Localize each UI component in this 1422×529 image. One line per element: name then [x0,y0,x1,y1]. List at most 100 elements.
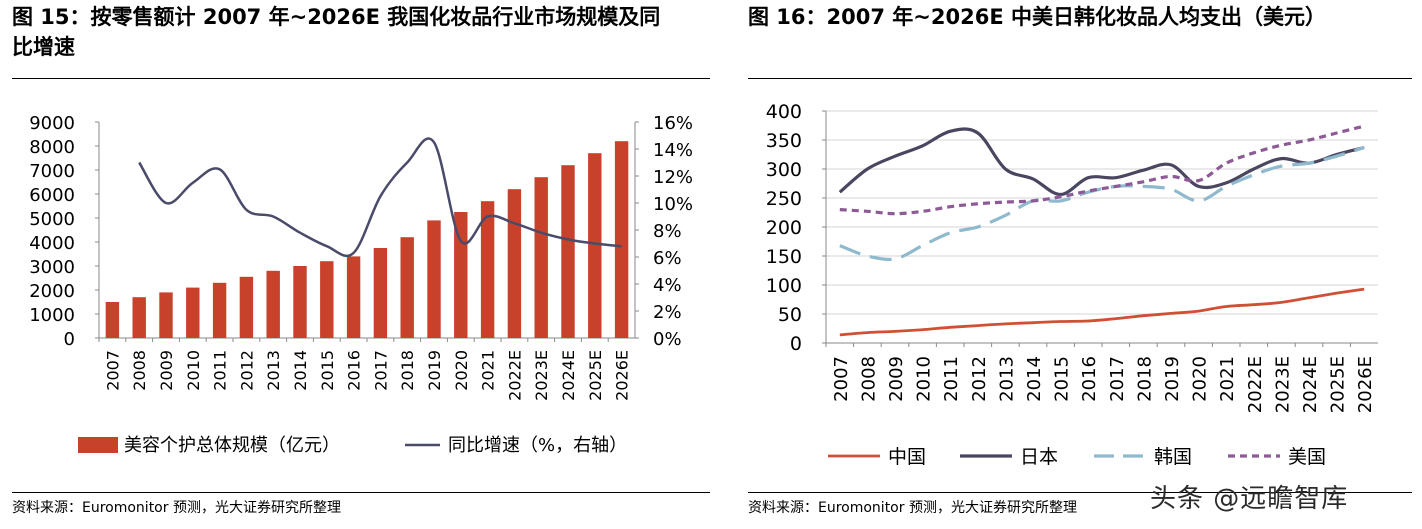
left-title-rule [12,78,710,79]
right-y-tick-label: 2% [653,302,682,323]
x-tick-label: 2020 [1190,356,1211,402]
left-chart-title: 图 15：按零售额计 2007 年~2026E 我国化妆品行业市场规模及同 比增… [12,2,712,62]
bar [293,266,307,338]
series-line-korea [839,145,1365,262]
left-chart-title-line2: 比增速 [12,35,75,59]
left-y-tick-label: 0 [64,329,75,350]
left-chart-title-line1: 图 15：按零售额计 2007 年~2026E 我国化妆品行业市场规模及同 [12,5,661,29]
x-tick-label: 2025E [1328,356,1349,413]
x-tick-label: 2016 [345,350,364,391]
x-tick-label: 2024E [1300,356,1321,413]
bar [561,165,575,338]
left-source-note: 资料来源：Euromonitor 预测，光大证券研究所整理 [12,500,341,516]
x-tick-label: 2012 [237,350,256,391]
per-capita-spending-chart: 0 50 100 150 200 250 300 350 400 2007 2008 2009 2010… [766,101,1378,468]
legend-label-usa: 美国 [1288,446,1326,468]
right-y-tick-label: 16% [653,113,693,134]
series-line-usa [839,124,1365,216]
right-y-tick-label: 14% [653,140,693,161]
x-tick-label: 2010 [914,356,935,402]
x-tick-label: 2008 [858,356,879,402]
y-tick-label: 350 [766,130,802,152]
bar [212,282,227,338]
x-tick-label: 2026E [613,350,632,401]
right-y-tick-label: 4% [653,275,682,296]
left-y-tick-label: 2000 [29,281,75,302]
x-tick-label: 2009 [157,350,176,391]
x-tick-label: 2016 [1079,356,1100,402]
right-y-tick-label: 6% [653,248,682,269]
legend-label-korea: 韩国 [1154,446,1192,468]
bar [132,297,146,338]
left-y-tick-label: 9000 [29,113,75,134]
bar [346,256,361,338]
x-tick-label: 2017 [371,350,390,391]
x-tick-label: 2019 [425,350,444,391]
legend-swatch-bar [78,437,118,453]
x-tick-label: 2026E [1355,356,1376,413]
y-tick-label: 400 [766,101,802,123]
y-tick-label: 200 [766,217,802,239]
right-title-rule [748,78,1412,79]
right-y-tick-label: 0% [653,329,682,350]
left-source-rule [12,492,710,493]
right-y-tick-label: 8% [653,221,682,242]
growth-line [138,137,622,258]
series-line-china [839,287,1365,337]
left-y-tick-label: 4000 [29,233,75,254]
series-line-japan [838,127,1365,197]
left-y-tick-label: 3000 [29,257,75,278]
x-tick-label: 2010 [184,350,203,391]
x-tick-label: 2024E [559,350,578,401]
bar [105,302,120,338]
left-y-tick-label: 6000 [29,185,75,206]
x-tick-label: 2008 [130,350,149,391]
bar [480,201,495,338]
x-tick-label: 2025E [586,350,605,401]
x-tick-label: 2013 [264,350,283,391]
bar [186,287,200,338]
x-tick-label: 2013 [996,356,1017,402]
x-tick-label: 2018 [1134,356,1155,402]
bar [159,292,173,338]
y-tick-label: 0 [790,333,802,355]
x-tick-label: 2015 [318,350,337,391]
bar [427,220,441,338]
market-size-chart: 0 1000 2000 3000 4000 5000 6000 7000 8000 9000 0% 2… [29,113,693,456]
left-y-tick-label: 1000 [29,305,75,326]
legend-label-bar: 美容个护总体规模（亿元） [124,435,340,456]
legend-label-japan: 日本 [1020,446,1058,468]
left-y-tick-label: 5000 [29,209,75,230]
bar [373,248,388,338]
right-chart-title: 图 16：2007 年~2026E 中美日韩化妆品人均支出（美元） [748,5,1326,29]
left-y-tick-label: 7000 [29,161,75,182]
watermark: 头条 @远瞻智库 [1150,484,1349,514]
x-tick-label: 2012 [969,356,990,402]
x-tick-label: 2015 [1052,356,1073,402]
left-y-tick-label: 8000 [29,137,75,158]
x-tick-label: 2009 [886,356,907,402]
bar [266,270,280,338]
y-tick-label: 250 [766,188,802,210]
x-tick-label: 2023E [1272,356,1293,413]
x-tick-label: 2014 [1024,356,1045,402]
right-y-tick-label: 12% [653,167,693,188]
bar [534,177,548,338]
x-tick-label: 2018 [398,350,417,391]
right-source-rule [748,492,1412,493]
y-tick-label: 50 [778,304,802,326]
legend-label-growth: 同比增速（%，右轴） [448,435,627,456]
bar [320,261,334,338]
x-tick-label: 2022E [505,350,524,401]
x-tick-label: 2020 [452,350,471,391]
bar [239,276,254,338]
x-tick-label: 2007 [103,350,122,391]
right-source-note: 资料来源：Euromonitor 预测，光大证券研究所整理 [748,500,1077,516]
bar [507,189,522,338]
bar [400,237,414,338]
x-tick-label: 2017 [1107,356,1128,402]
bar [588,153,602,338]
y-tick-label: 300 [766,159,802,181]
x-tick-label: 2021 [1217,356,1238,402]
